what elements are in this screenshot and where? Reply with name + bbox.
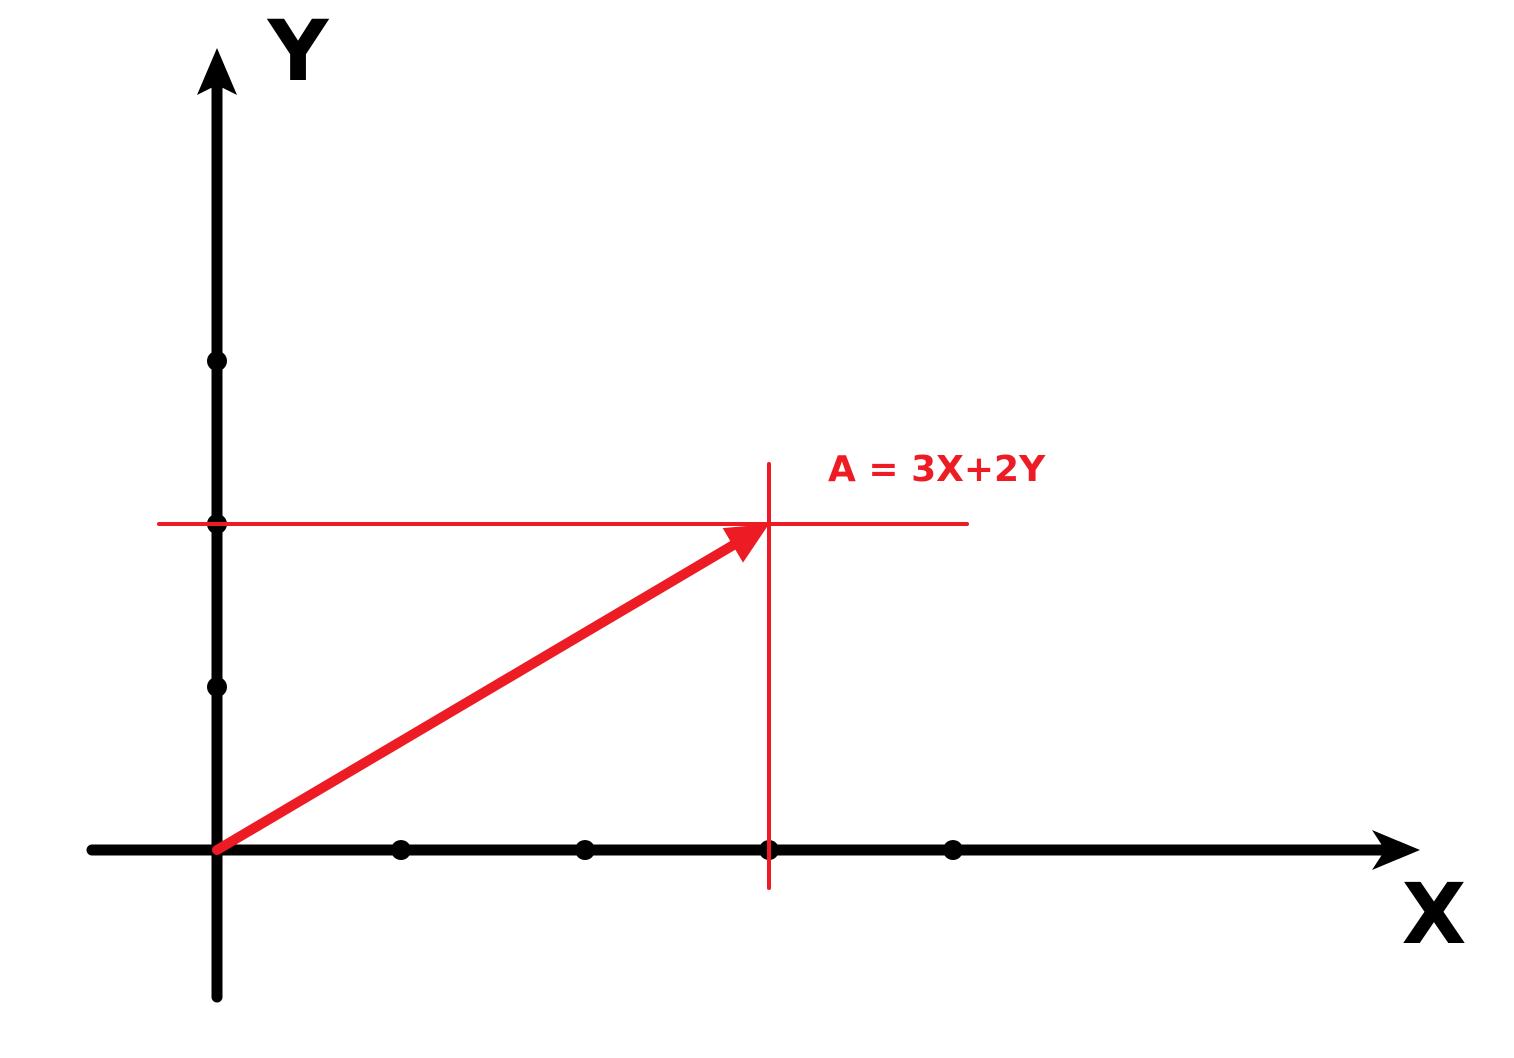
vector-label: A = 3X+2Y (828, 449, 1046, 490)
y-axis-arrowhead (197, 48, 237, 95)
x-tick-marker (575, 840, 595, 860)
vector-arrowhead (722, 524, 769, 563)
vector-arrow-shaft (212, 538, 742, 855)
x-tick-marker (943, 840, 963, 860)
x-axis-label: X (1402, 865, 1467, 963)
y-axis-label: Y (267, 2, 330, 100)
x-tick-marker (391, 840, 411, 860)
x-axis-tick-markers (391, 840, 963, 860)
vector-a (157, 462, 969, 890)
x-axis-arrowhead (1372, 830, 1420, 870)
y-tick-marker (207, 677, 227, 697)
y-tick-marker (207, 351, 227, 371)
